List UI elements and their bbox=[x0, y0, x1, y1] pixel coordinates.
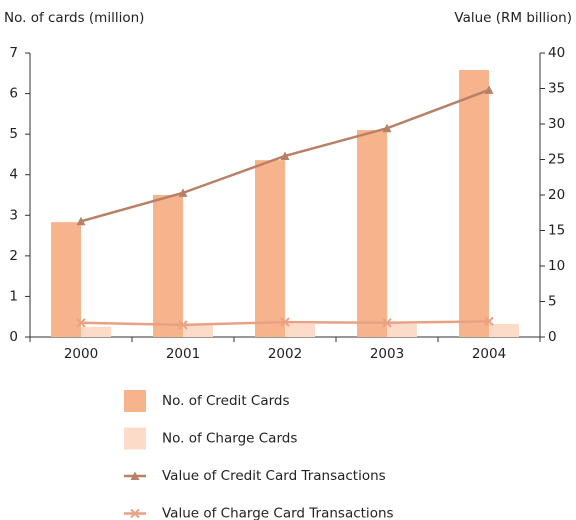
point bbox=[382, 318, 392, 328]
x-tick-label: 2000 bbox=[64, 346, 98, 362]
point bbox=[484, 316, 494, 327]
point bbox=[76, 216, 86, 226]
bar bbox=[357, 130, 387, 337]
x-tick-label: 2003 bbox=[370, 346, 404, 362]
legend-marker bbox=[130, 471, 140, 480]
point bbox=[178, 320, 188, 330]
bar bbox=[51, 222, 81, 337]
bar bbox=[153, 195, 183, 337]
bar bbox=[81, 326, 111, 337]
legend-label: Value of Credit Card Transactions bbox=[162, 468, 386, 484]
y2-tick-label: 20 bbox=[548, 187, 565, 203]
point bbox=[178, 188, 188, 197]
point bbox=[382, 123, 392, 133]
y2-tick-label: 25 bbox=[548, 152, 565, 168]
y-tick-label: 0 bbox=[9, 329, 18, 345]
bar bbox=[183, 324, 213, 337]
y2-tick-label: 15 bbox=[548, 223, 565, 239]
y2-tick-label: 5 bbox=[548, 294, 557, 310]
point bbox=[280, 317, 290, 327]
legend-swatch bbox=[124, 427, 146, 450]
legend-label: No. of Charge Cards bbox=[162, 431, 297, 447]
point bbox=[76, 318, 86, 328]
legend-swatch bbox=[124, 390, 146, 412]
bar bbox=[387, 324, 417, 337]
y2-tick-label: 0 bbox=[548, 329, 557, 345]
y-tick-label: 1 bbox=[9, 288, 18, 304]
bar bbox=[489, 324, 519, 337]
y-tick-label: 7 bbox=[9, 45, 18, 61]
x-tick-label: 2004 bbox=[472, 346, 506, 362]
legend-label: Value of Charge Card Transactions bbox=[162, 506, 394, 520]
y2-tick-label: 40 bbox=[548, 45, 565, 61]
bar bbox=[459, 70, 489, 337]
y-axis-label: No. of cards (million) bbox=[4, 10, 144, 26]
bar bbox=[285, 324, 315, 337]
y2-tick-label: 30 bbox=[548, 116, 565, 132]
point bbox=[280, 151, 290, 160]
y-tick-label: 5 bbox=[9, 126, 18, 142]
legend-label: No. of Credit Cards bbox=[162, 393, 290, 409]
x-tick-label: 2001 bbox=[166, 346, 200, 362]
legend-marker bbox=[130, 508, 140, 519]
point bbox=[484, 85, 494, 94]
y-tick-label: 6 bbox=[9, 86, 18, 102]
y-tick-label: 2 bbox=[9, 248, 18, 264]
y2-tick-label: 35 bbox=[548, 81, 565, 97]
y-tick-label: 3 bbox=[9, 207, 18, 223]
y-tick-label: 4 bbox=[9, 167, 18, 183]
y2-axis-label: Value (RM billion) bbox=[454, 10, 572, 26]
y2-tick-label: 10 bbox=[548, 258, 565, 274]
x-tick-label: 2002 bbox=[268, 346, 302, 362]
bar bbox=[255, 160, 285, 337]
